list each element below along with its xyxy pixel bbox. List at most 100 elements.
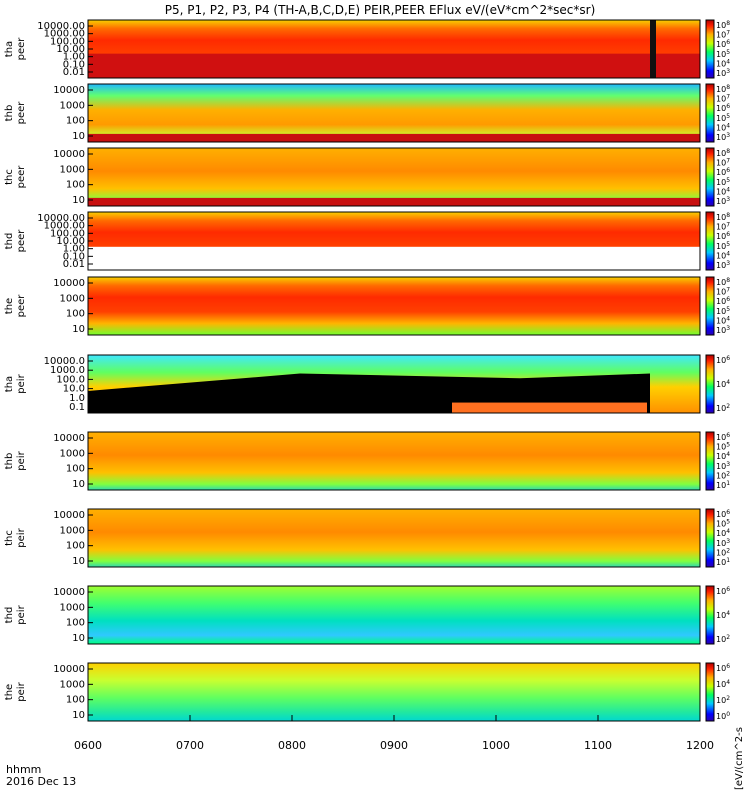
spectrogram-area: [88, 84, 700, 142]
colorbar-unit-label: [eV/(cm^2-s: [734, 727, 745, 790]
x-tick-label: 1100: [584, 739, 612, 752]
y-tick-label: 100.00: [50, 36, 85, 47]
colorbar-tick-label: 106: [716, 39, 730, 49]
time-axis: 0600 0700 0800 0900 1000 1100 1200: [74, 715, 714, 752]
y-tick-label: 1.0: [69, 393, 85, 404]
x-tick-label: 0700: [176, 739, 204, 752]
colorbar-tick-label: 100: [716, 711, 730, 721]
y-tick-label: 10: [72, 324, 85, 335]
probe-label: the: [4, 684, 15, 700]
colorbar-tick-label: 102: [716, 695, 730, 705]
y-tick-label: 1000.00: [44, 221, 85, 232]
no-data-region: [88, 246, 700, 270]
colorbar-tick-label: 107: [716, 158, 730, 168]
colorbar-tick-label: 107: [716, 222, 730, 232]
colorbar-tick-label: 108: [716, 148, 730, 158]
probe-label: thc: [4, 169, 15, 185]
colorbar-tick-label: 106: [716, 586, 730, 596]
species-label: peer: [16, 229, 27, 253]
spectrogram-area: [88, 148, 700, 206]
panel-frame: [87, 83, 701, 143]
species-label: peir: [16, 527, 27, 547]
y-tick-label: 100: [66, 464, 85, 475]
y-tick-label: 1000: [60, 679, 85, 690]
y-tick-label: 10000: [53, 85, 85, 96]
y-tick-label: 1000: [60, 293, 85, 304]
panel-stack: 10000.001000.00100.0010.001.000.100.01th…: [4, 19, 730, 722]
colorbar-tick-label: 105: [716, 306, 730, 316]
y-tick-label: 10: [72, 710, 85, 721]
y-tick-label: 1000: [60, 164, 85, 175]
time-axis-label: hhmm: [6, 763, 41, 776]
colorbar-tick-label: 105: [716, 519, 730, 529]
colorbar-tick-label: 104: [716, 451, 730, 461]
low-energy-band: [88, 133, 700, 142]
y-tick-label: 10.00: [56, 44, 85, 55]
colorbar-tick-label: 104: [716, 250, 730, 260]
y-tick-label: 10: [72, 633, 85, 644]
y-tick-label: 10.0: [63, 384, 85, 395]
y-tick-label: 100.00: [50, 228, 85, 239]
y-tick-label: 1000.00: [44, 29, 85, 40]
colorbar-tick-label: 101: [716, 480, 730, 490]
y-tick-label: 10000.00: [37, 213, 85, 224]
x-tick-label: 1200: [686, 739, 714, 752]
colorbar: [705, 354, 715, 414]
probe-label: thc: [4, 530, 15, 546]
colorbar-tick-label: 104: [716, 122, 730, 132]
figure-title: P5, P1, P2, P3, P4 (TH-A,B,C,D,E) PEIR,P…: [165, 3, 596, 17]
y-tick-label: 0.1: [69, 402, 85, 413]
probe-label: thd: [4, 233, 15, 250]
colorbar-tick-label: 103: [716, 538, 730, 548]
species-label: peer: [16, 101, 27, 125]
probe-label: thd: [4, 607, 15, 624]
colorbar-tick-label: 108: [716, 212, 730, 222]
probe-label: tha: [4, 376, 15, 392]
colorbar: [705, 147, 715, 207]
y-tick-label: 1.00: [63, 52, 85, 63]
y-tick-label: 10000.00: [37, 21, 85, 32]
y-tick-label: 10.00: [56, 236, 85, 247]
spectrogram-area: [88, 509, 700, 567]
colorbar-tick-label: 106: [716, 509, 730, 519]
y-tick-label: 100: [66, 618, 85, 629]
x-tick-label: 1000: [482, 739, 510, 752]
colorbar-tick-label: 103: [716, 132, 730, 142]
y-tick-label: 0.01: [63, 259, 85, 270]
colorbar: [705, 585, 715, 645]
y-tick-label: 100: [66, 695, 85, 706]
y-tick-label: 100: [66, 116, 85, 127]
panel-frame: [87, 354, 701, 414]
colorbar-tick-label: 106: [716, 355, 730, 365]
spectrogram-area: [88, 586, 700, 644]
colorbar: [705, 83, 715, 143]
low-energy-band: [88, 53, 700, 78]
spectrogram-area: [88, 277, 700, 335]
ion-band: [452, 402, 647, 413]
x-tick-label: 0600: [74, 739, 102, 752]
y-tick-label: 10000: [53, 664, 85, 675]
species-label: peir: [16, 373, 27, 393]
colorbar-tick-label: 103: [716, 68, 730, 78]
colorbar: [705, 19, 715, 79]
colorbar-tick-label: 105: [716, 49, 730, 59]
y-tick-label: 10000: [53, 149, 85, 160]
y-tick-label: 10: [72, 556, 85, 567]
colorbar-tick-label: 105: [716, 241, 730, 251]
y-tick-label: 0.10: [63, 59, 85, 70]
y-tick-label: 10000: [53, 510, 85, 521]
colorbar-tick-label: 105: [716, 442, 730, 452]
y-tick-label: 100: [66, 541, 85, 552]
y-tick-label: 100.0: [56, 374, 85, 385]
y-tick-label: 0.01: [63, 67, 85, 78]
x-tick-label: 0800: [278, 739, 306, 752]
colorbar-tick-label: 103: [716, 325, 730, 335]
y-tick-label: 10: [72, 131, 85, 142]
probe-label: thb: [4, 105, 15, 122]
colorbar-tick-label: 106: [716, 103, 730, 113]
